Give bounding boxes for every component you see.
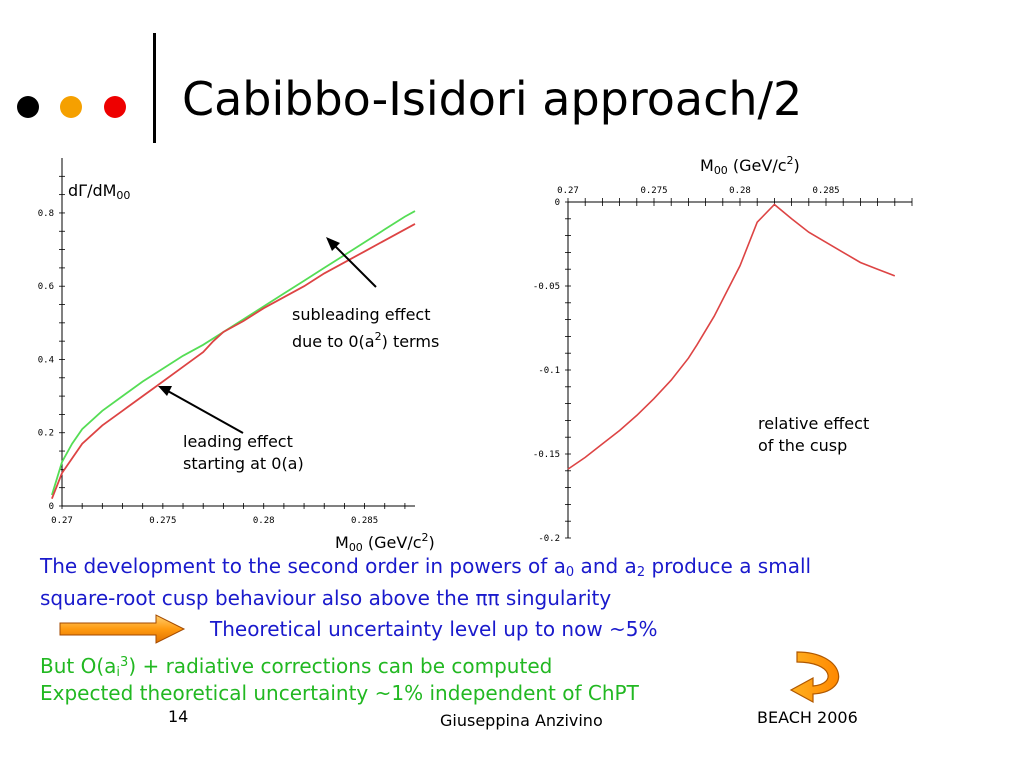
subleading-arrowhead-icon — [326, 237, 340, 251]
body-line-5: Expected theoretical uncertainty ~1% ind… — [40, 681, 639, 705]
left-x-tick-label: 0.285 — [351, 516, 378, 526]
left-y-tick-label: 0.6 — [38, 282, 54, 292]
curved-arrow-icon — [789, 651, 840, 704]
right-series-line-0 — [567, 203, 896, 470]
leading-annotation: leading effect starting at 0(a) — [183, 432, 304, 473]
black-dot-icon — [17, 96, 39, 118]
left-y-tick-label: 0.2 — [38, 429, 54, 439]
left-y-tick-label: 0 — [49, 502, 54, 512]
body-line-3: Theoretical uncertainty level up to now … — [210, 617, 658, 641]
leading-arrowhead-icon — [158, 386, 172, 396]
body-line-2: square-root cusp behaviour also above th… — [40, 586, 612, 610]
footer-author: Giuseppina Anzivino — [440, 711, 603, 730]
footer-event: BEACH 2006 — [757, 708, 858, 727]
left-y-axis-label: dΓ/dM00 — [68, 181, 131, 202]
left-y-tick-label: 0.4 — [38, 355, 54, 365]
right-arrow-icon — [59, 614, 186, 644]
leading-arrow-icon — [165, 389, 244, 434]
right-x-tick-label: 0.275 — [640, 186, 667, 196]
title-divider — [153, 33, 156, 143]
left-x-tick-label: 0.27 — [51, 516, 73, 526]
right-y-tick-label: -0.1 — [538, 366, 560, 376]
body-line-4: But O(ai3) + radiative corrections can b… — [40, 654, 553, 680]
orange-dot-icon — [60, 96, 82, 118]
left-series-line-1 — [51, 223, 416, 500]
left-y-tick-label: 0.8 — [38, 209, 54, 219]
subleading-arrow-icon — [331, 242, 377, 288]
right-x-tick-label: 0.27 — [557, 186, 579, 196]
body-line-1: The development to the second order in p… — [40, 554, 812, 580]
red-dot-icon — [104, 96, 126, 118]
right-x-tick-label: 0.28 — [729, 186, 751, 196]
page-number: 14 — [168, 707, 189, 726]
right-axes: 0.27 0.275 0.28 0.285 0 -0.05 -0.1 -0.15 -0.2 — [533, 186, 913, 544]
page-title: Cabibbo-Isidori approach/2 — [182, 72, 803, 126]
left-x-axis-label: M00 (GeV/c2) — [335, 531, 435, 554]
right-x-tick-label: 0.285 — [812, 186, 839, 196]
right-x-axis-label: M00 (GeV/c2) — [700, 154, 800, 177]
right-y-tick-label: -0.15 — [533, 450, 560, 460]
right-y-tick-label: -0.05 — [533, 282, 560, 292]
right-y-tick-label: 0 — [555, 198, 560, 208]
left-x-tick-label: 0.275 — [149, 516, 176, 526]
relative-annotation: relative effect of the cusp — [758, 414, 870, 455]
subleading-annotation: subleading effect due to 0(a2) terms — [292, 305, 440, 351]
right-y-tick-label: -0.2 — [538, 534, 560, 544]
left-x-tick-label: 0.28 — [253, 516, 275, 526]
